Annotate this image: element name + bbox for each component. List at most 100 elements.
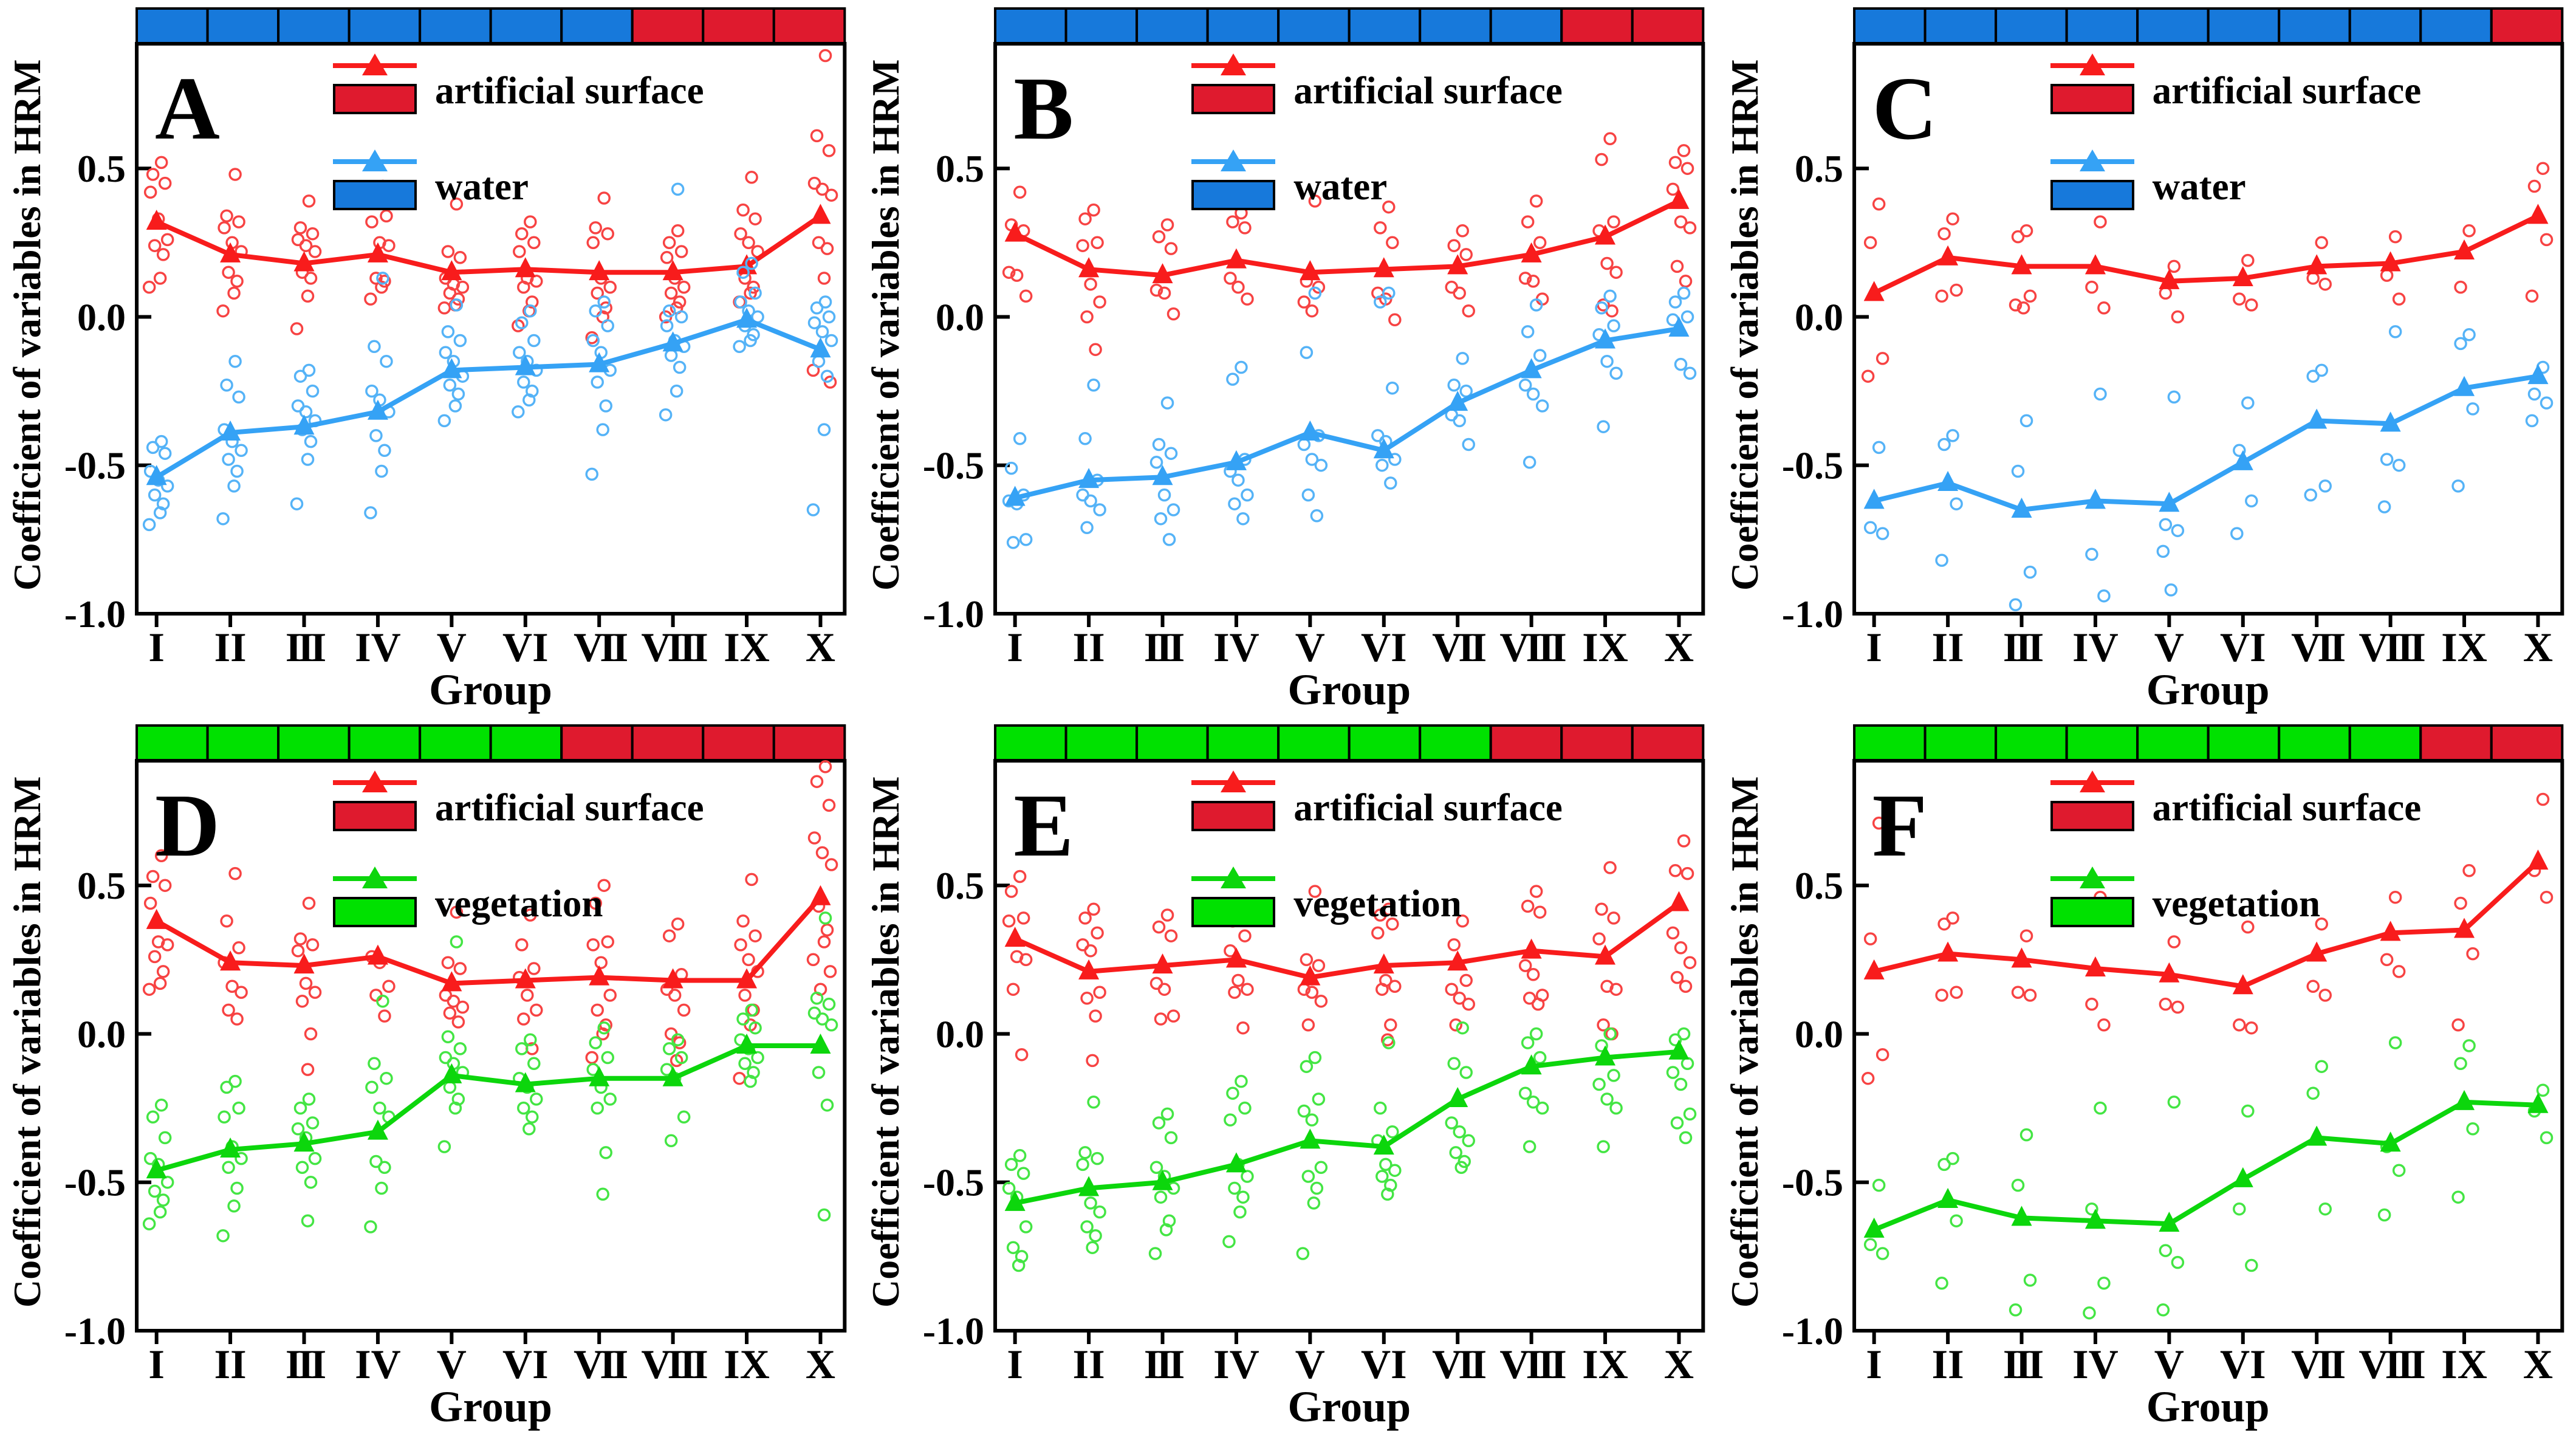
- scatter-point: [1153, 920, 1166, 934]
- scatter-point: [1386, 1125, 1399, 1139]
- scatter-point: [1681, 310, 1694, 324]
- triangle-marker: [515, 355, 536, 376]
- legend-marker-artificial-surface: [333, 52, 417, 114]
- scatter-point: [2392, 458, 2406, 472]
- top-bar-segment: [348, 724, 422, 762]
- scatter-point: [1934, 989, 1948, 1002]
- scatter-point: [308, 986, 322, 999]
- triangle-marker: [589, 1066, 610, 1086]
- scatter-point: [1078, 1146, 1092, 1159]
- scatter-point: [156, 248, 170, 261]
- scatter-point: [1228, 1181, 1242, 1195]
- scatter-point: [1447, 938, 1461, 952]
- triangle-marker: [1300, 420, 1321, 441]
- scatter-point: [380, 209, 393, 223]
- scatter-point: [1595, 301, 1609, 315]
- scatter-point: [1153, 230, 1166, 244]
- scatter-point: [1076, 1158, 1090, 1172]
- scatter-point: [1875, 1247, 1889, 1260]
- scatter-point: [1165, 242, 1178, 255]
- top-bar-segment: [560, 7, 634, 45]
- scatter-point: [230, 1012, 244, 1026]
- scatter-point: [1007, 1241, 1020, 1254]
- scatter-point: [1595, 902, 1609, 916]
- scatter-point: [1934, 289, 1948, 303]
- triangle-marker: [810, 885, 831, 905]
- scatter-point: [2023, 565, 2036, 579]
- scatter-point: [601, 1051, 614, 1065]
- scatter-point: [443, 1080, 457, 1094]
- scatter-point: [822, 798, 836, 812]
- scatter-artificial-surface: [1861, 792, 2553, 1085]
- scatter-point: [1167, 307, 1180, 321]
- scatter-artificial-surface: [1002, 834, 1697, 1068]
- scatter-point: [1445, 1116, 1459, 1130]
- scatter-point: [148, 239, 162, 252]
- scatter-point: [1084, 277, 1098, 291]
- scatter-point: [1087, 1096, 1101, 1109]
- scatter-point: [158, 1131, 172, 1145]
- scatter-point: [453, 251, 467, 264]
- scatter-point: [2306, 272, 2320, 285]
- y-tick-label: 0.5: [77, 147, 126, 190]
- scatter-point: [2540, 233, 2553, 247]
- scatter-point: [148, 488, 162, 502]
- triangle-marker: [1374, 953, 1395, 974]
- x-tick-label: IV: [1213, 1341, 1259, 1387]
- top-bar-segment: [1994, 7, 2068, 45]
- scatter-point: [1592, 1077, 1606, 1091]
- scatter-point: [293, 221, 307, 235]
- triangle-marker: [1863, 1217, 1885, 1238]
- x-tick-label: VIII: [2358, 1341, 2425, 1387]
- scatter-point: [2540, 1131, 2553, 1145]
- scatter-point: [1371, 926, 1385, 940]
- x-tick-label: II: [214, 1341, 247, 1387]
- color-swatch: [333, 801, 417, 831]
- x-tick-label: VIII: [641, 624, 707, 670]
- scatter-point: [513, 346, 526, 359]
- series-line-water: [1873, 374, 2538, 513]
- scatter-point: [1530, 194, 1543, 208]
- scatter-point: [2232, 444, 2246, 458]
- y-tick-label: -1.0: [1781, 1309, 1843, 1353]
- series-line-artificial-surface: [156, 214, 822, 275]
- scatter-point: [220, 1080, 233, 1094]
- scatter-point: [1519, 1086, 1532, 1100]
- scatter-point: [2536, 162, 2549, 175]
- scatter-point: [745, 171, 758, 184]
- x-tick-label: I: [1866, 624, 1882, 670]
- scatter-point: [1667, 926, 1680, 940]
- scatter-point: [2093, 215, 2107, 228]
- y-tick-label: 0.0: [936, 1012, 984, 1055]
- series-line-vegetation: [156, 1043, 821, 1173]
- triangle-marker: [1152, 1170, 1173, 1190]
- scatter-point: [2306, 369, 2320, 383]
- scatter-point: [1679, 979, 1693, 993]
- triangle-marker: [2380, 251, 2401, 272]
- top-bar-segment: [772, 7, 846, 45]
- scatter-point: [734, 227, 747, 241]
- scatter-point: [2462, 224, 2476, 238]
- scatter-point: [530, 1003, 543, 1017]
- triangle-marker: [2453, 1089, 2475, 1110]
- scatter-point: [1462, 304, 1476, 318]
- scatter-point: [2082, 1306, 2096, 1320]
- scatter-point: [453, 1042, 467, 1055]
- color-swatch: [1191, 897, 1276, 927]
- y-tick-label: -0.5: [64, 1161, 126, 1204]
- scatter-point: [1238, 929, 1252, 942]
- scatter-point: [738, 989, 752, 1002]
- top-bar-segment: [419, 724, 492, 762]
- scatter-point: [365, 215, 379, 228]
- scatter-point: [218, 221, 231, 235]
- scatter-point: [378, 1009, 391, 1023]
- scatter-point: [1226, 372, 1240, 386]
- scatter-point: [2388, 325, 2402, 338]
- scatter-point: [1161, 396, 1174, 410]
- scatter-point: [1863, 236, 1877, 250]
- triangle-marker: [1937, 941, 1958, 962]
- top-bar-segment: [1923, 724, 1997, 762]
- scatter-point: [674, 245, 688, 258]
- scatter-point: [301, 1063, 315, 1076]
- x-axis-ticks: I II III IV V VI VII VIII IX X: [148, 614, 835, 670]
